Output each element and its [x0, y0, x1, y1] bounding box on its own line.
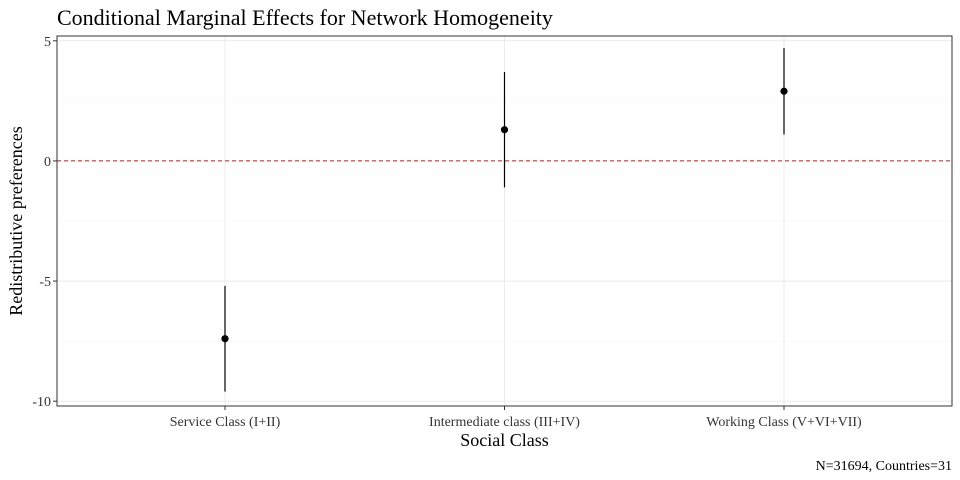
x-tick-label: Service Class (I+II): [170, 415, 281, 430]
data-point: [780, 87, 788, 95]
chart-title: Conditional Marginal Effects for Network…: [57, 5, 553, 30]
y-tick-label: 0: [44, 155, 51, 170]
y-tick-label: -5: [39, 275, 51, 290]
y-tick-label: -10: [32, 395, 51, 410]
x-tick-label: Intermediate class (III+IV): [429, 415, 580, 430]
y-tick-label: 5: [44, 35, 51, 50]
data-point: [500, 126, 509, 134]
data-marks: [221, 48, 788, 392]
x-tick-label: Working Class (V+VI+VII): [706, 415, 862, 430]
caption: N=31694, Countries=31: [816, 459, 952, 474]
x-axis-title: Social Class: [460, 430, 549, 450]
y-axis-title: Redistributive preferences: [6, 126, 26, 315]
axes: -10 -5 0 5 Service Class (I+II) Intermediate …: [32, 35, 862, 430]
data-point: [221, 335, 229, 343]
